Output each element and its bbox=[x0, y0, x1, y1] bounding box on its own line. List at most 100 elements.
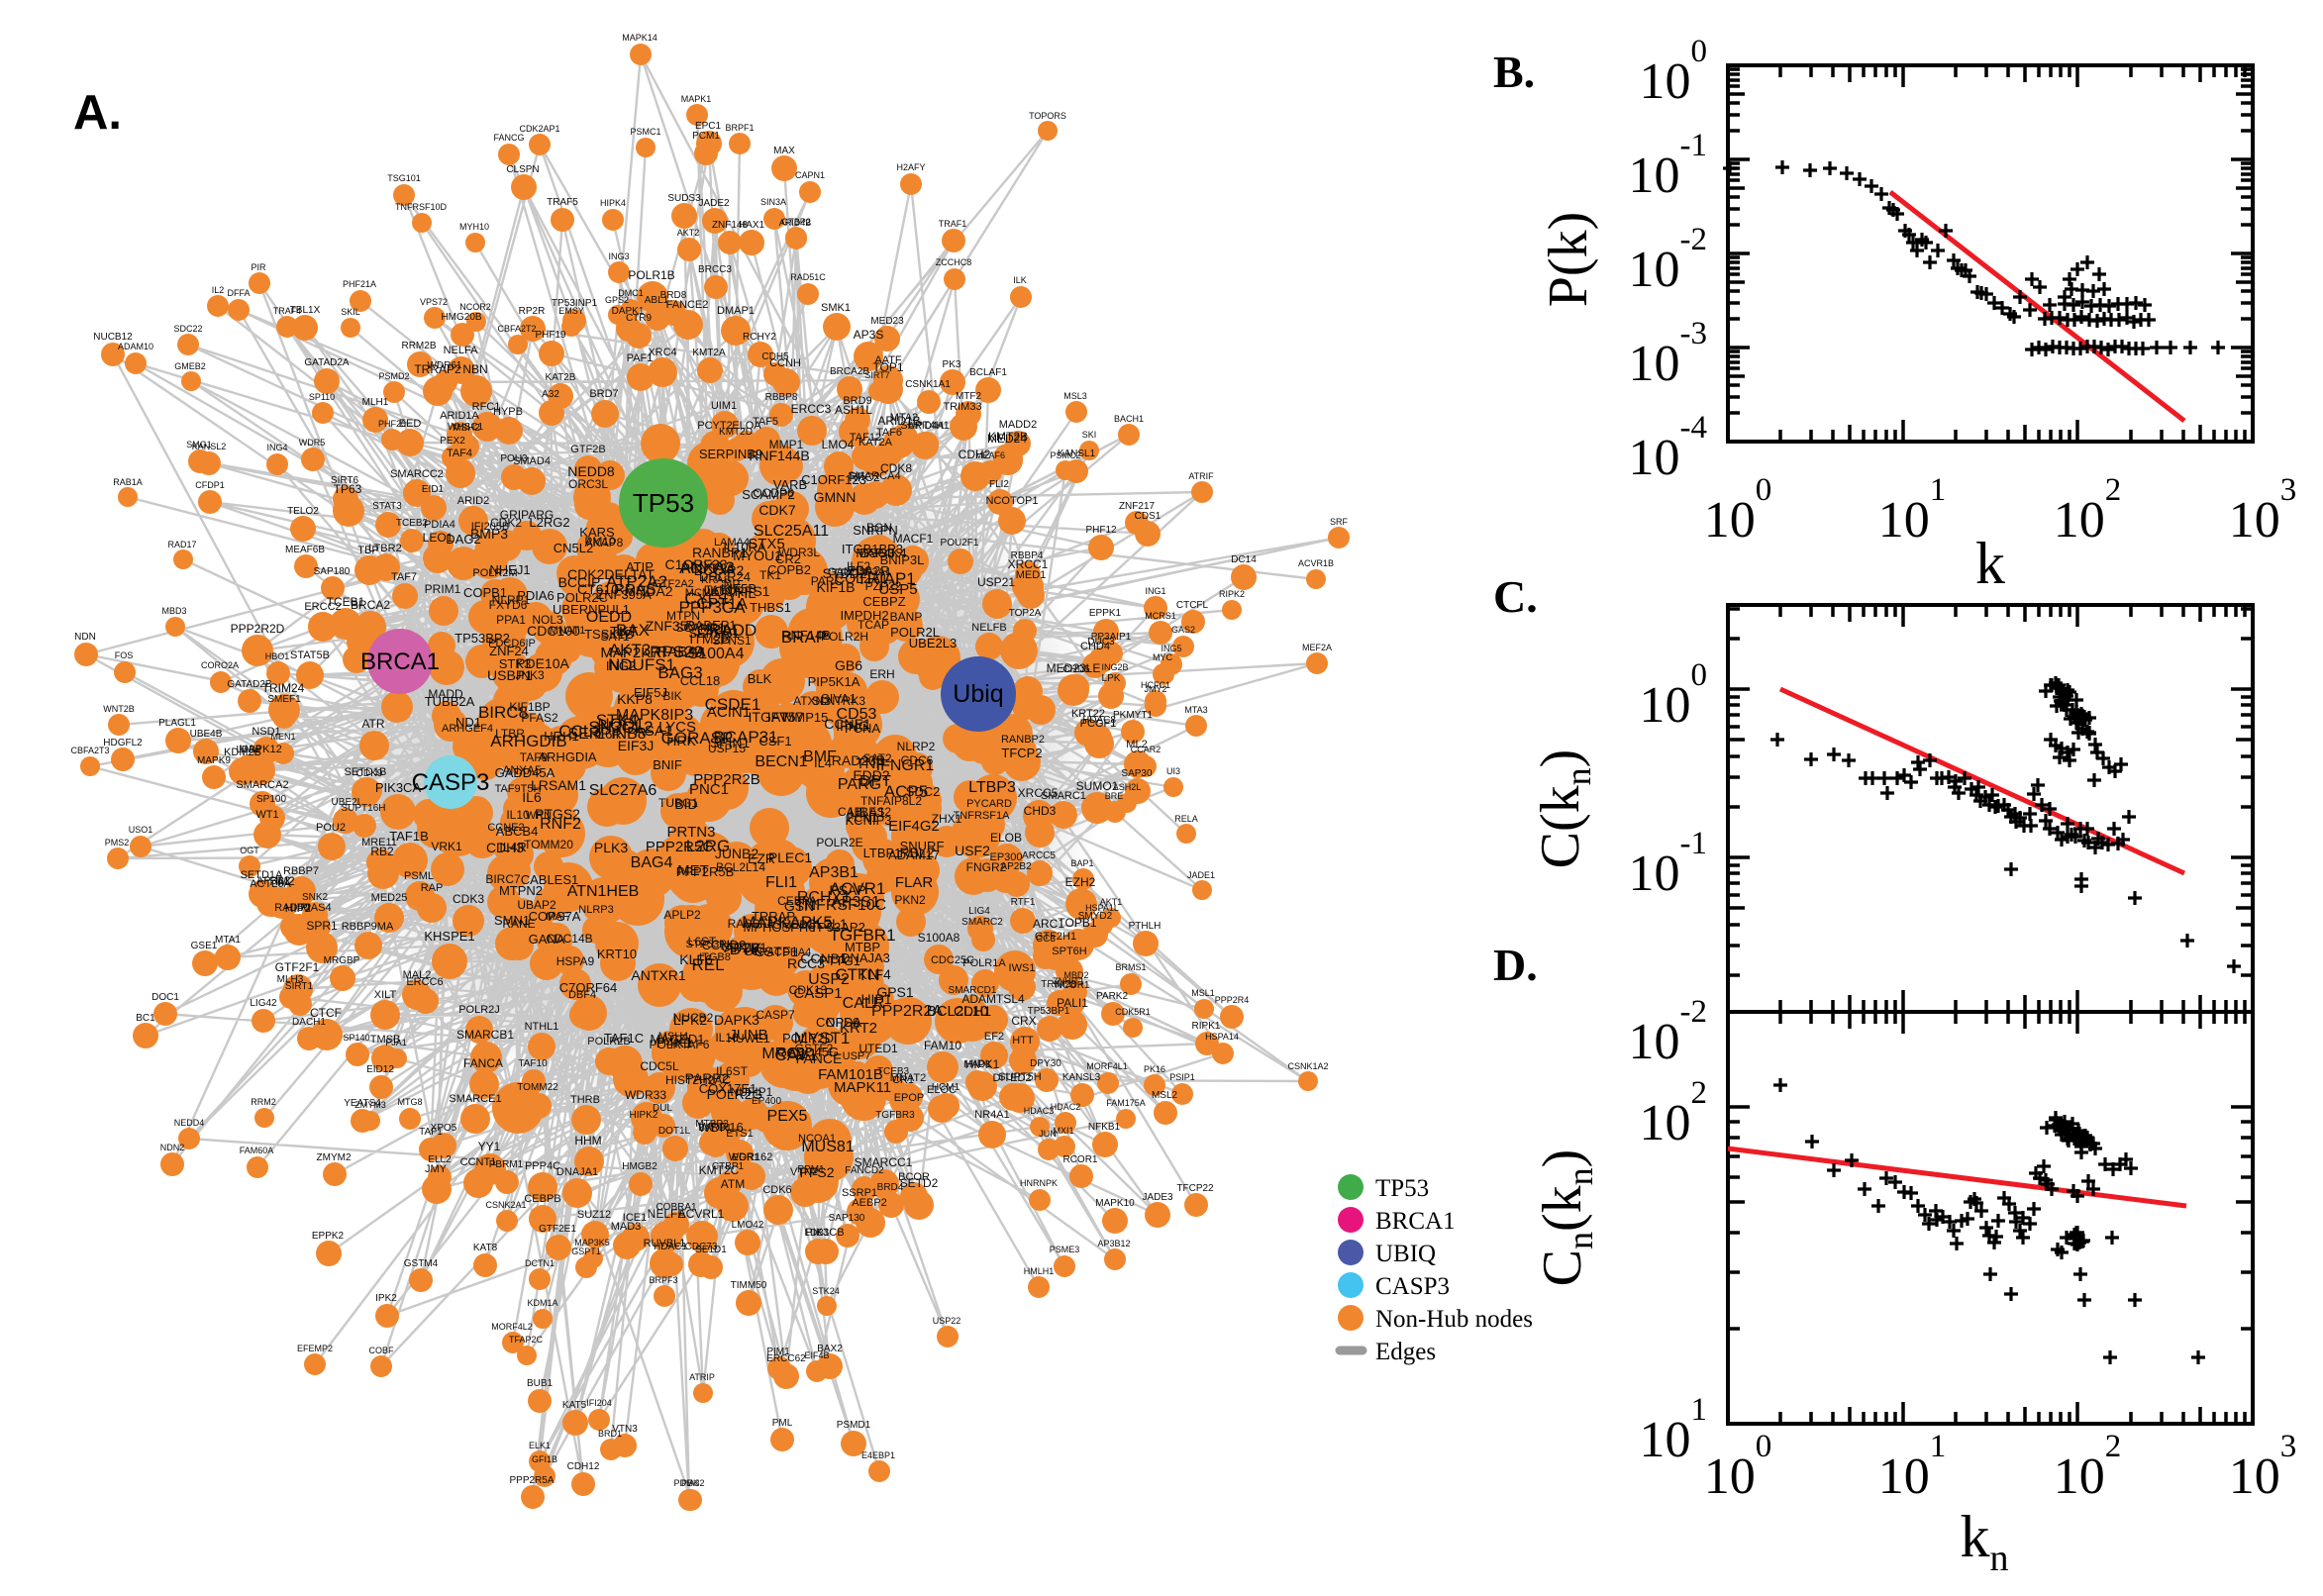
svg-text:EF2: EF2 bbox=[984, 1031, 1004, 1043]
svg-text:HCFC1: HCFC1 bbox=[1141, 680, 1170, 690]
svg-text:GADD3F3A1: GADD3F3A1 bbox=[828, 566, 891, 578]
svg-text:NFKB1: NFKB1 bbox=[1088, 1122, 1121, 1133]
svg-text:ZHX1: ZHX1 bbox=[932, 812, 962, 826]
svg-text:PIP5K1A: PIP5K1A bbox=[808, 674, 860, 689]
svg-text:GATAD2B: GATAD2B bbox=[227, 679, 272, 690]
svg-text:RPS29: RPS29 bbox=[650, 643, 703, 661]
svg-text:MED1: MED1 bbox=[1016, 569, 1047, 581]
svg-text:SETD2: SETD2 bbox=[900, 1176, 939, 1190]
svg-text:GMNN: GMNN bbox=[814, 489, 857, 505]
svg-text:TAF1: TAF1 bbox=[419, 1127, 443, 1138]
svg-text:SPNS1: SPNS1 bbox=[712, 634, 752, 648]
svg-text:BRCC3: BRCC3 bbox=[698, 264, 732, 275]
svg-text:PM10: PM10 bbox=[584, 535, 616, 549]
svg-text:P(k): P(k) bbox=[1538, 212, 1599, 307]
svg-text:DSG3: DSG3 bbox=[859, 546, 894, 560]
svg-text:RAD51C: RAD51C bbox=[790, 272, 826, 282]
svg-text:PEX2: PEX2 bbox=[440, 436, 465, 447]
svg-text:RRM2B: RRM2B bbox=[401, 341, 436, 351]
svg-text:ATRIF: ATRIF bbox=[1188, 471, 1214, 481]
svg-text:MORF4L1: MORF4L1 bbox=[1086, 1061, 1128, 1071]
svg-text:TOPB1: TOPB1 bbox=[1058, 916, 1096, 930]
svg-text:PK16: PK16 bbox=[1144, 1064, 1165, 1074]
svg-text:BRD8: BRD8 bbox=[660, 290, 687, 301]
svg-text:DNAJA1: DNAJA1 bbox=[556, 1166, 598, 1178]
svg-text:BRCA1: BRCA1 bbox=[360, 648, 440, 675]
svg-text:CDK3: CDK3 bbox=[453, 892, 484, 906]
svg-text:L2RG2: L2RG2 bbox=[529, 515, 569, 530]
svg-text:SMARCC2: SMARCC2 bbox=[390, 468, 444, 480]
svg-text:SMARCD1: SMARCD1 bbox=[949, 985, 997, 996]
svg-text:OCDP6: OCDP6 bbox=[753, 486, 794, 500]
svg-text:CDK7: CDK7 bbox=[758, 502, 796, 518]
svg-text:COBRA1: COBRA1 bbox=[656, 1202, 697, 1213]
svg-text:SSRP1: SSRP1 bbox=[842, 1187, 877, 1199]
svg-text:MAPKAPK5: MAPKAPK5 bbox=[742, 913, 833, 932]
svg-text:NDUFS1: NDUFS1 bbox=[608, 655, 675, 674]
svg-text:IFI205B: IFI205B bbox=[471, 521, 510, 533]
svg-text:GTF2H1: GTF2H1 bbox=[1035, 931, 1076, 943]
svg-text:HMGB2: HMGB2 bbox=[622, 1161, 657, 1172]
svg-text:AKT2: AKT2 bbox=[677, 228, 700, 238]
svg-text:TK1: TK1 bbox=[759, 568, 781, 582]
svg-text:P4K1: P4K1 bbox=[656, 1035, 693, 1051]
svg-text:ING3: ING3 bbox=[608, 251, 629, 261]
svg-text:k: k bbox=[1975, 531, 2005, 596]
svg-text:TNF: TNF bbox=[856, 755, 884, 772]
svg-text:ELL2: ELL2 bbox=[428, 1154, 452, 1165]
svg-text:CR1: CR1 bbox=[892, 1074, 914, 1086]
svg-text:USP21: USP21 bbox=[977, 575, 1015, 589]
svg-text:WNT2B: WNT2B bbox=[103, 704, 135, 714]
svg-text:CHD5: CHD5 bbox=[1062, 664, 1090, 675]
svg-text:DCTN1: DCTN1 bbox=[525, 1258, 555, 1268]
svg-text:AP2B2: AP2B2 bbox=[1000, 861, 1032, 872]
svg-text:KAT2B: KAT2B bbox=[546, 372, 576, 383]
svg-text:JADE2: JADE2 bbox=[698, 198, 730, 209]
svg-text:KANSL3: KANSL3 bbox=[1062, 1072, 1101, 1083]
svg-text:RFC1: RFC1 bbox=[472, 401, 501, 413]
svg-text:JMY2: JMY2 bbox=[1144, 684, 1166, 694]
svg-text:TAF9: TAF9 bbox=[520, 750, 549, 764]
svg-text:UIM1: UIM1 bbox=[711, 400, 737, 412]
svg-text:ZNF24: ZNF24 bbox=[489, 644, 529, 658]
svg-text:LTBR2: LTBR2 bbox=[368, 543, 401, 554]
svg-text:BTK: BTK bbox=[729, 940, 762, 958]
svg-text:CALR: CALR bbox=[843, 995, 885, 1012]
svg-text:CDH5: CDH5 bbox=[761, 351, 789, 362]
svg-text:LDB1: LDB1 bbox=[804, 1228, 829, 1239]
svg-text:WDR33: WDR33 bbox=[625, 1088, 666, 1102]
svg-text:MEF2A: MEF2A bbox=[1302, 643, 1332, 652]
svg-text:TRAF1: TRAF1 bbox=[939, 219, 967, 229]
svg-text:CAV1: CAV1 bbox=[774, 1046, 817, 1064]
svg-text:SMARC2: SMARC2 bbox=[961, 917, 1003, 928]
svg-text:USP22: USP22 bbox=[933, 1316, 961, 1326]
svg-text:KMT2B: KMT2B bbox=[988, 430, 1028, 444]
svg-text:ANTXR1: ANTXR1 bbox=[631, 967, 685, 983]
svg-text:BRCA2: BRCA2 bbox=[351, 598, 390, 612]
svg-text:SIVA1: SIVA1 bbox=[821, 691, 857, 706]
svg-text:C.: C. bbox=[1493, 571, 1538, 622]
svg-text:WDR61: WDR61 bbox=[427, 360, 461, 371]
svg-text:ATRIP: ATRIP bbox=[689, 1372, 715, 1382]
svg-text:RRAS: RRAS bbox=[614, 581, 656, 598]
svg-text:KRAS: KRAS bbox=[701, 574, 731, 586]
svg-text:TRRAP: TRRAP bbox=[752, 909, 795, 924]
svg-text:PRTN3: PRTN3 bbox=[667, 824, 716, 841]
svg-text:ADAMTSL4: ADAMTSL4 bbox=[961, 992, 1025, 1006]
svg-text:SUPT4H1: SUPT4H1 bbox=[900, 420, 950, 432]
svg-text:SUMO1: SUMO1 bbox=[1076, 779, 1119, 793]
svg-text:CDK9: CDK9 bbox=[356, 768, 383, 779]
svg-text:TAF7: TAF7 bbox=[391, 571, 417, 583]
svg-text:SCAMP1: SCAMP1 bbox=[675, 621, 725, 635]
svg-text:MED23: MED23 bbox=[870, 316, 904, 327]
svg-text:LPK2: LPK2 bbox=[673, 1012, 707, 1028]
svg-text:CDH2: CDH2 bbox=[959, 448, 991, 461]
svg-text:FAM10: FAM10 bbox=[924, 1039, 961, 1052]
svg-text:ATIP: ATIP bbox=[626, 559, 654, 574]
svg-text:RCHY2: RCHY2 bbox=[743, 332, 776, 343]
svg-text:RANE: RANE bbox=[502, 917, 535, 931]
svg-text:RB2: RB2 bbox=[370, 845, 394, 858]
svg-text:SRF: SRF bbox=[1330, 517, 1349, 527]
svg-text:ZMYM2: ZMYM2 bbox=[317, 1152, 352, 1163]
svg-text:PCNA: PCNA bbox=[845, 721, 880, 736]
